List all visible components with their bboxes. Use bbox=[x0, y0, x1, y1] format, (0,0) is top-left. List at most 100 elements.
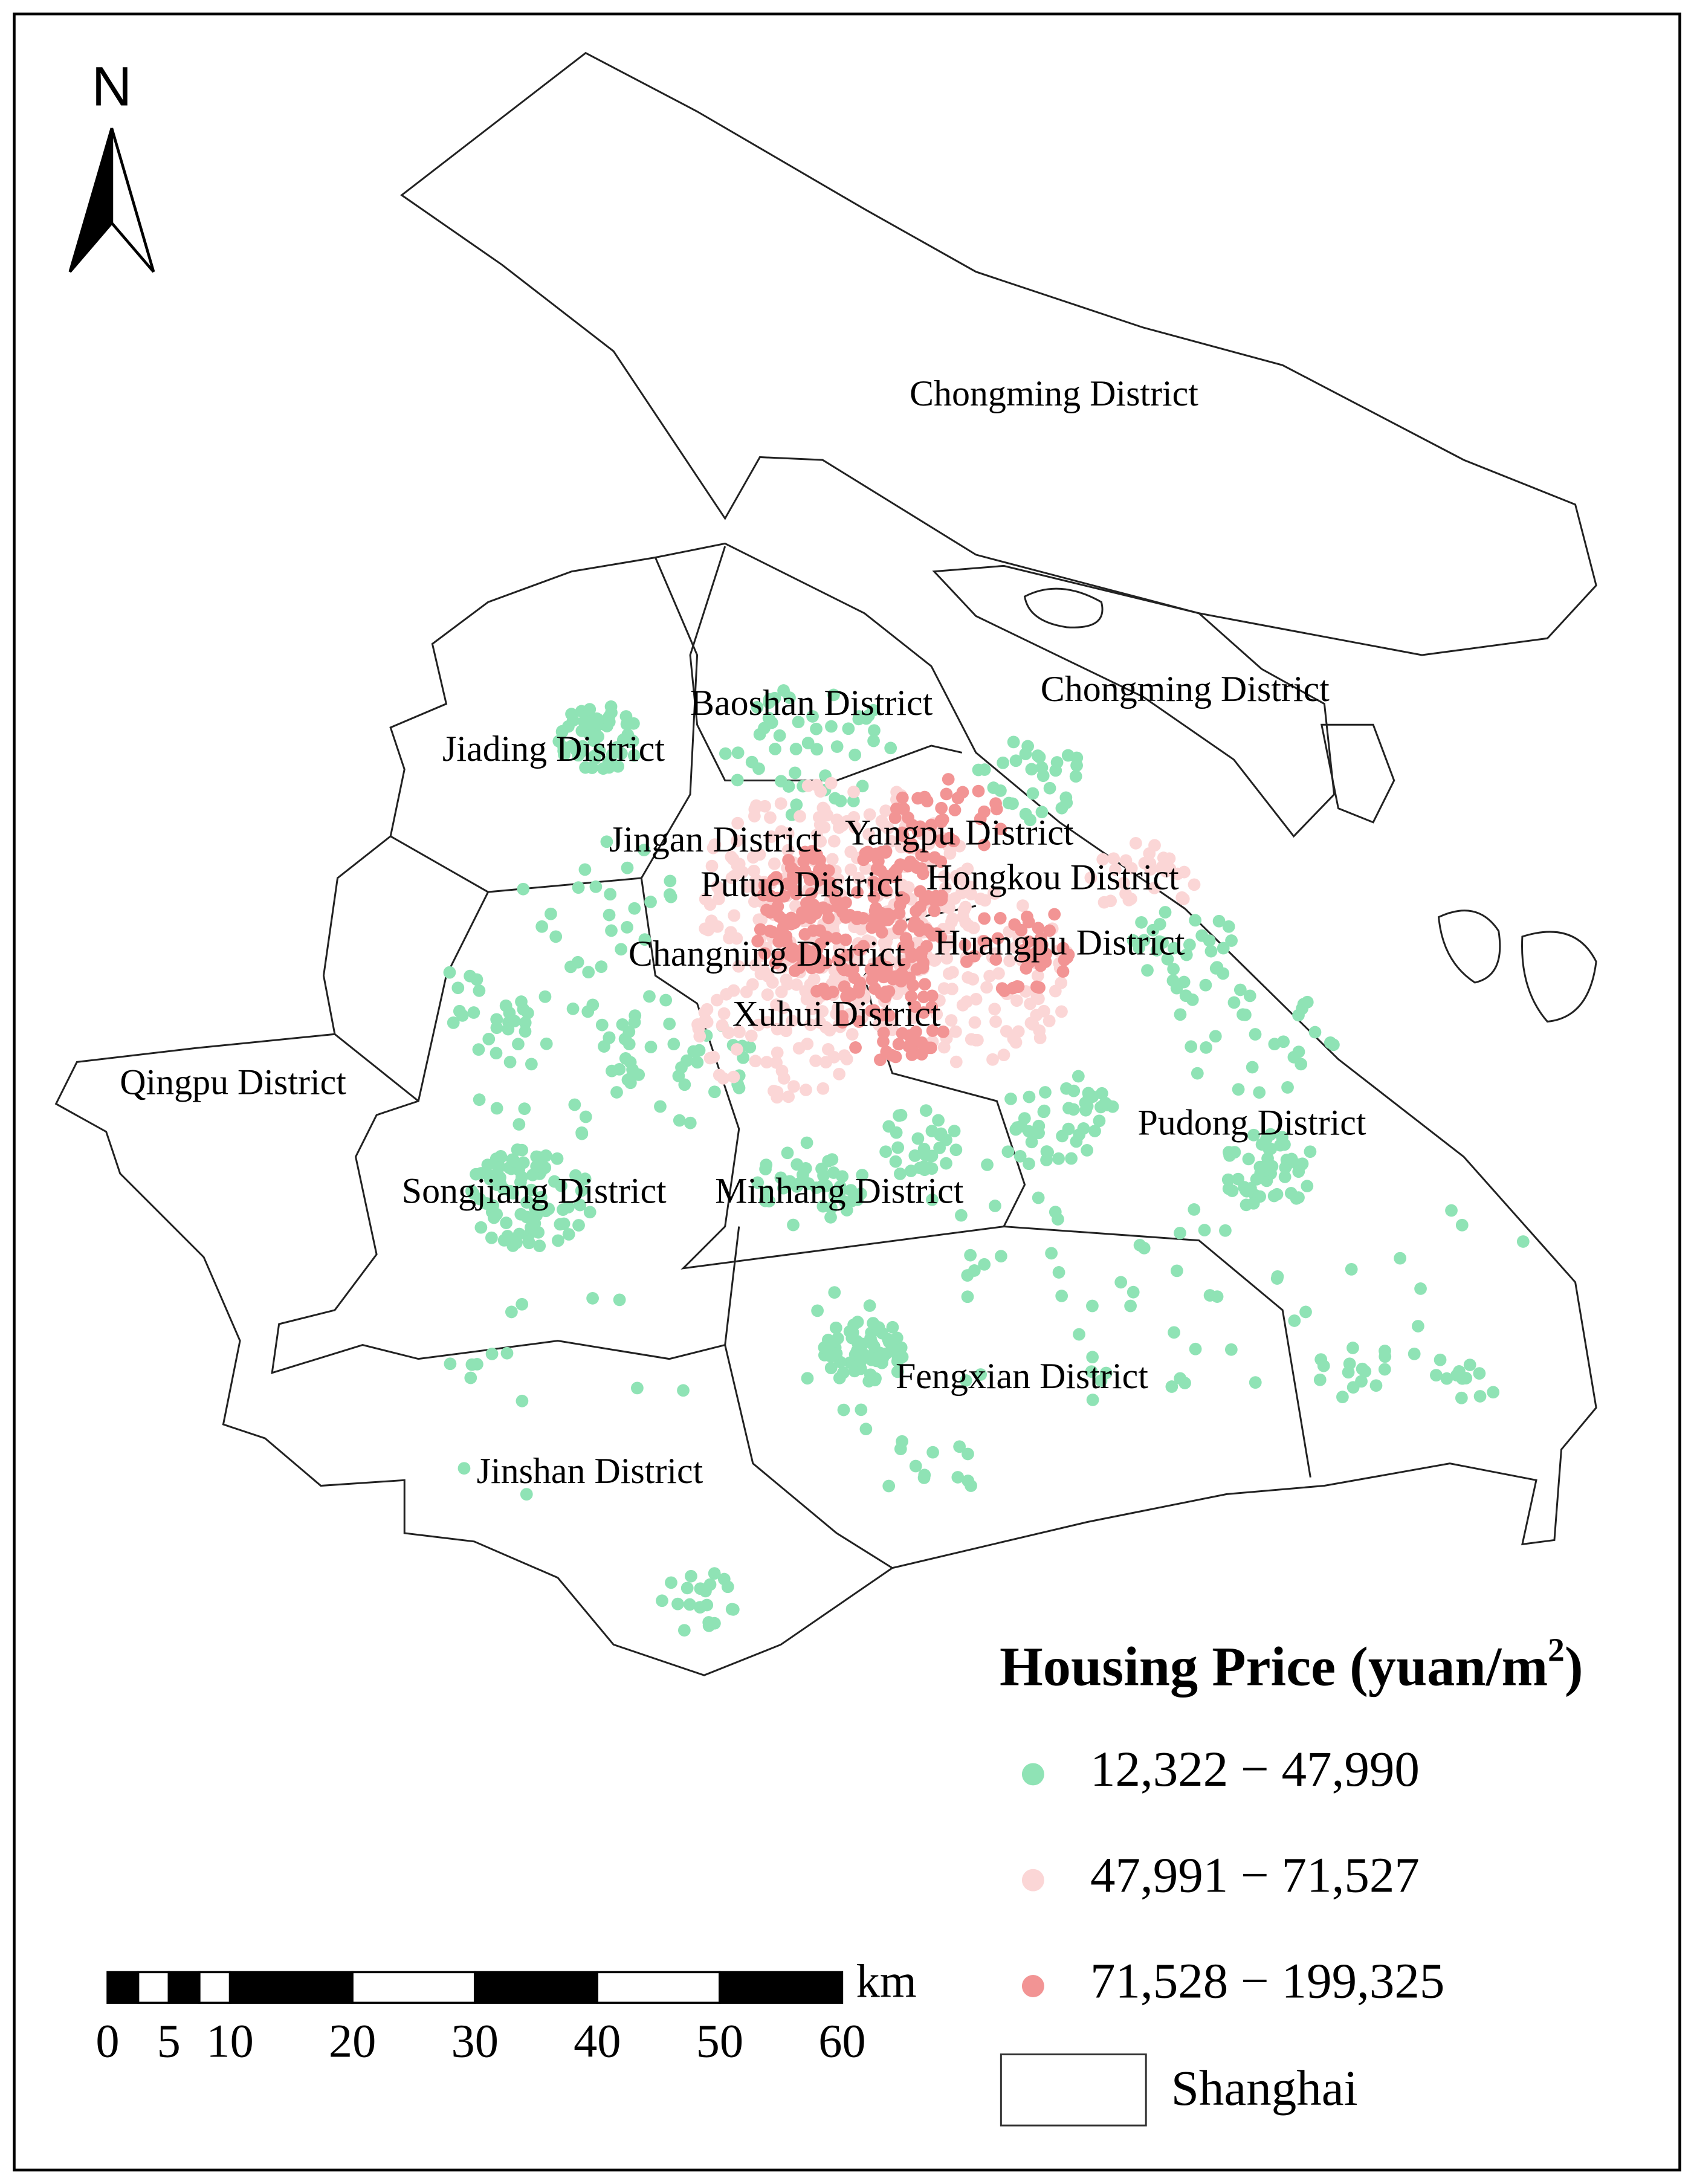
price-point bbox=[575, 1184, 588, 1197]
price-point bbox=[849, 1041, 862, 1054]
price-point bbox=[721, 1580, 734, 1594]
price-point bbox=[794, 949, 807, 963]
price-point bbox=[1233, 983, 1247, 997]
price-point bbox=[533, 1239, 546, 1252]
price-point bbox=[1203, 1289, 1217, 1302]
price-point bbox=[464, 969, 477, 983]
price-point bbox=[980, 981, 993, 994]
price-point bbox=[833, 1186, 846, 1199]
price-point bbox=[1209, 1030, 1222, 1043]
price-point bbox=[824, 777, 838, 790]
price-point bbox=[471, 1358, 483, 1371]
price-point bbox=[1227, 996, 1241, 1009]
price-point bbox=[494, 1171, 506, 1184]
price-point bbox=[792, 716, 805, 729]
price-point bbox=[959, 939, 972, 952]
price-point bbox=[875, 815, 888, 828]
price-point bbox=[1007, 735, 1020, 749]
price-point bbox=[572, 1219, 585, 1232]
price-point bbox=[1049, 1206, 1062, 1218]
district-label: Chongming District bbox=[1041, 669, 1330, 709]
price-point bbox=[472, 1043, 485, 1056]
price-point bbox=[825, 1350, 838, 1363]
price-point bbox=[502, 1023, 515, 1036]
price-point bbox=[800, 897, 813, 909]
price-point bbox=[897, 892, 911, 905]
price-point bbox=[775, 986, 788, 998]
price-point bbox=[1281, 1081, 1294, 1094]
price-point bbox=[545, 907, 557, 920]
price-point bbox=[1200, 1041, 1212, 1054]
price-point bbox=[911, 948, 925, 961]
price-point bbox=[915, 1048, 928, 1061]
price-point bbox=[512, 1118, 526, 1131]
price-point bbox=[781, 827, 795, 840]
price-point bbox=[516, 1394, 529, 1407]
scale-tick-label: 10 bbox=[206, 2015, 253, 2067]
price-point bbox=[1033, 981, 1046, 994]
price-point bbox=[490, 1102, 503, 1115]
price-point bbox=[700, 1003, 714, 1016]
price-point bbox=[675, 1061, 688, 1074]
price-point bbox=[1023, 1157, 1035, 1171]
price-point bbox=[943, 832, 956, 845]
price-point bbox=[891, 1365, 904, 1378]
price-point bbox=[1084, 871, 1098, 884]
price-point bbox=[848, 1365, 861, 1378]
price-point bbox=[1327, 1038, 1340, 1052]
price-point bbox=[932, 1114, 945, 1127]
price-point bbox=[884, 741, 897, 755]
price-point bbox=[1516, 1235, 1530, 1248]
price-point bbox=[687, 1045, 700, 1058]
price-point bbox=[782, 853, 795, 867]
price-point bbox=[937, 982, 951, 995]
price-point bbox=[1117, 876, 1130, 890]
price-point bbox=[852, 1015, 865, 1028]
price-point bbox=[1002, 796, 1015, 810]
price-point bbox=[1052, 1266, 1065, 1279]
price-point bbox=[722, 1026, 735, 1039]
price-point bbox=[1346, 1342, 1359, 1354]
price-point bbox=[1055, 1290, 1068, 1302]
price-point bbox=[777, 684, 790, 697]
price-point bbox=[918, 978, 931, 991]
price-point bbox=[863, 808, 876, 821]
price-point bbox=[557, 741, 571, 754]
frame bbox=[13, 12, 1681, 2172]
price-point bbox=[517, 1156, 530, 1169]
price-point bbox=[810, 722, 823, 735]
price-point bbox=[1033, 1032, 1047, 1044]
price-point bbox=[774, 1171, 787, 1184]
price-point bbox=[1394, 1252, 1407, 1265]
price-point bbox=[1072, 1070, 1085, 1083]
price-point bbox=[896, 829, 910, 842]
price-point bbox=[822, 1155, 835, 1168]
price-point bbox=[827, 688, 840, 702]
price-point bbox=[1185, 1040, 1198, 1053]
price-point bbox=[538, 990, 552, 1003]
price-point bbox=[1018, 943, 1031, 957]
price-point bbox=[770, 1056, 783, 1069]
price-point bbox=[949, 1055, 963, 1068]
legend-title: Housing Price (yuan/m2) bbox=[1000, 1631, 1583, 1698]
price-point bbox=[910, 963, 923, 976]
price-point bbox=[924, 1041, 937, 1055]
scale-bar: km 0 5 10 20 30 40 50 60 bbox=[95, 1955, 916, 2067]
price-point bbox=[1191, 1067, 1204, 1080]
price-point bbox=[771, 1085, 784, 1099]
price-point bbox=[703, 1578, 717, 1591]
price-point bbox=[1175, 891, 1189, 904]
price-point bbox=[787, 1080, 800, 1093]
price-point bbox=[589, 880, 603, 893]
price-point bbox=[1271, 1270, 1284, 1283]
price-point bbox=[749, 1055, 762, 1068]
price-point bbox=[1165, 1380, 1178, 1393]
price-point bbox=[1146, 923, 1160, 937]
price-point bbox=[1174, 1008, 1187, 1021]
price-point bbox=[836, 1016, 849, 1029]
price-point bbox=[664, 874, 677, 888]
price-point bbox=[838, 963, 850, 977]
price-point bbox=[949, 1025, 962, 1038]
price-point bbox=[515, 995, 528, 1008]
price-point bbox=[1260, 1132, 1273, 1146]
